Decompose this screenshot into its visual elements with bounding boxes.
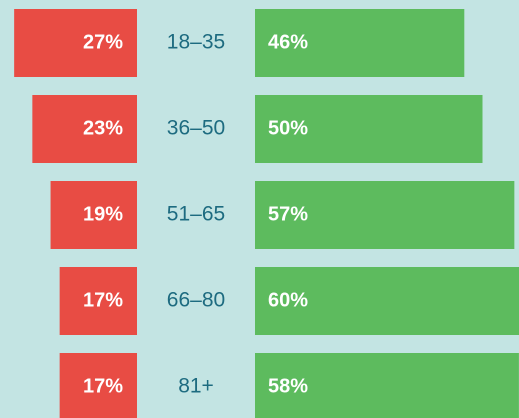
value-label: 60% bbox=[268, 289, 308, 311]
bar bbox=[255, 181, 515, 249]
value-label: 58% bbox=[268, 375, 308, 397]
value-label: 57% bbox=[268, 203, 308, 225]
category-label: 81+ bbox=[178, 375, 214, 398]
bar bbox=[255, 267, 519, 335]
bar bbox=[255, 353, 519, 418]
category-label: 18–35 bbox=[167, 31, 225, 54]
value-label: 17% bbox=[83, 375, 123, 397]
value-label: 27% bbox=[83, 31, 123, 53]
category-label: 66–80 bbox=[167, 289, 225, 312]
value-label: 23% bbox=[83, 117, 123, 139]
bar bbox=[255, 9, 465, 77]
bar bbox=[59, 267, 137, 335]
bar bbox=[50, 181, 137, 249]
value-label: 46% bbox=[268, 31, 308, 53]
value-label: 17% bbox=[83, 289, 123, 311]
category-label: 36–50 bbox=[167, 117, 225, 140]
bar bbox=[59, 353, 137, 418]
value-label: 50% bbox=[268, 117, 308, 139]
category-label: 51–65 bbox=[167, 203, 225, 226]
value-label: 19% bbox=[83, 203, 123, 225]
bar bbox=[14, 9, 137, 77]
bar bbox=[32, 95, 137, 163]
bar bbox=[255, 95, 483, 163]
